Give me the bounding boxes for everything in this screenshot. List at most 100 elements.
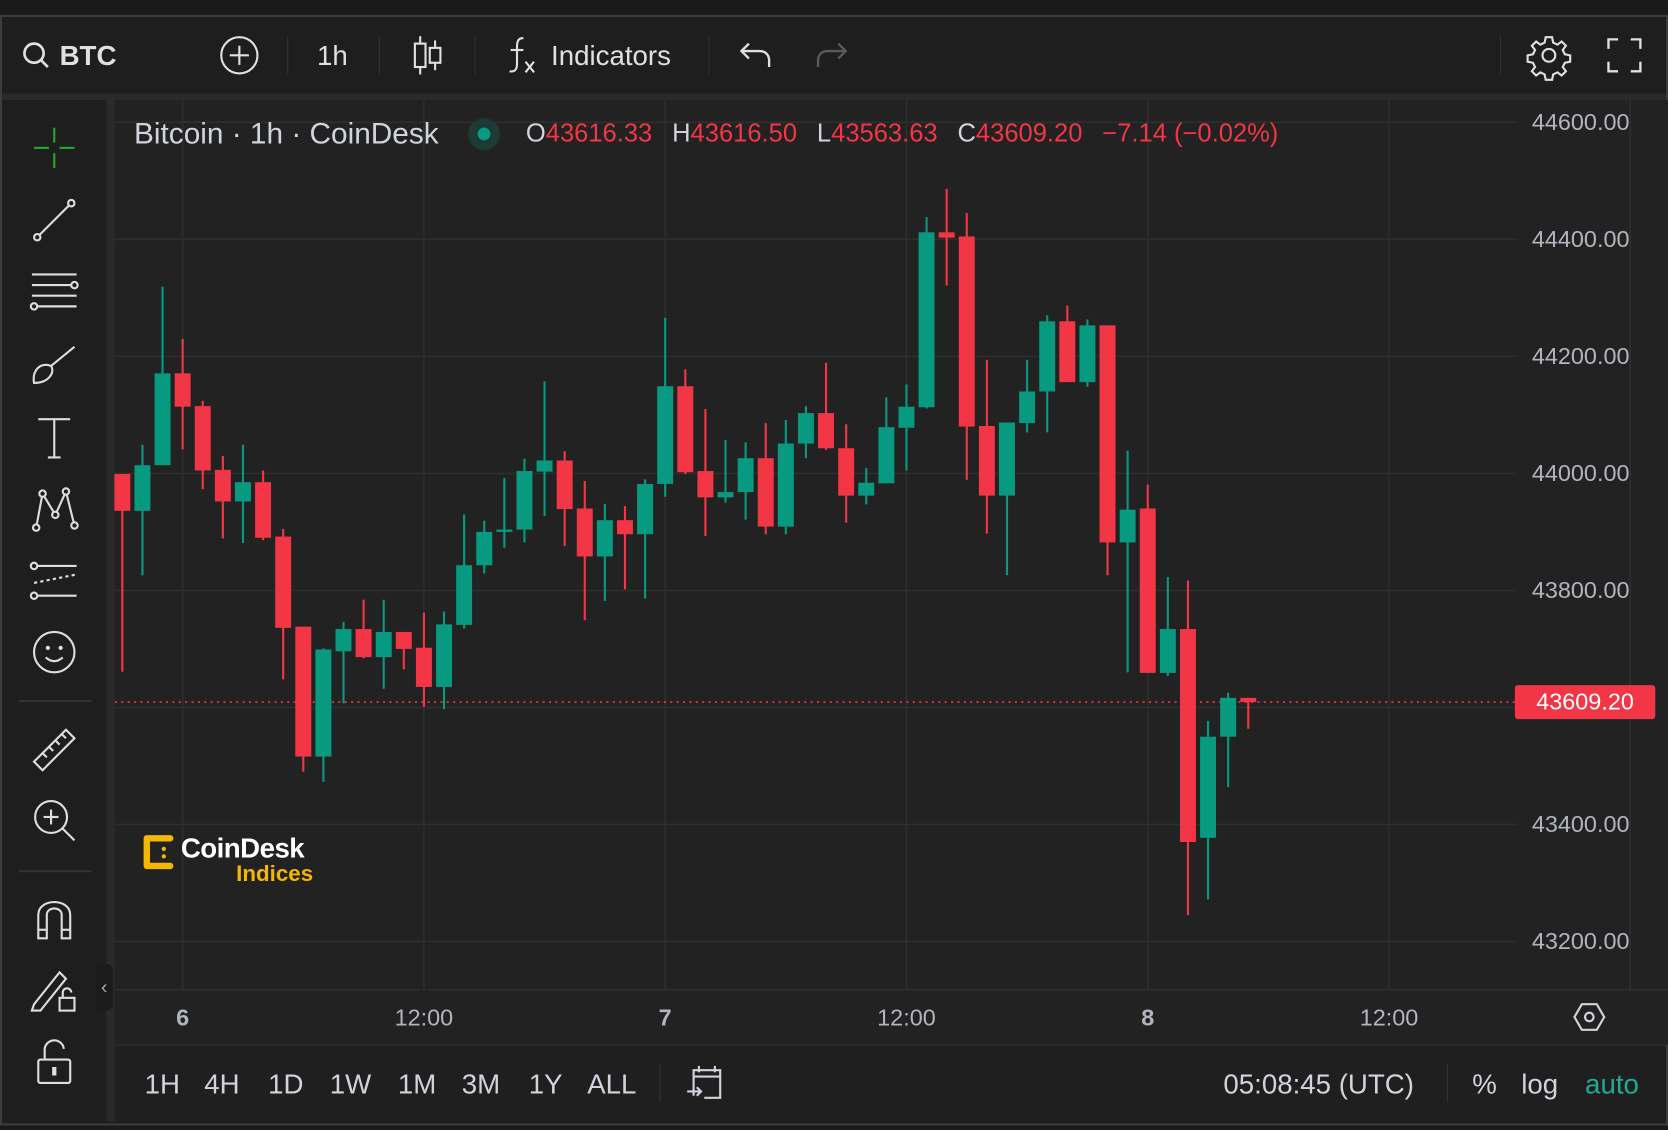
candle-down	[415, 647, 432, 687]
candle-down	[214, 469, 231, 502]
candle-down	[1059, 321, 1076, 383]
brush-tool[interactable]	[28, 338, 81, 391]
undo-button[interactable]	[738, 17, 772, 94]
range-button-4h[interactable]: 4H	[204, 1068, 240, 1100]
time-axis[interactable]	[114, 989, 1668, 1044]
separator	[1446, 1063, 1448, 1103]
symbol-search-button[interactable]: BTC	[21, 17, 116, 94]
range-button-1m[interactable]: 1M	[397, 1068, 437, 1100]
candle-up	[918, 232, 935, 408]
range-button-1y[interactable]: 1Y	[528, 1068, 563, 1100]
candle-down	[275, 536, 292, 628]
pattern-icon	[31, 487, 79, 532]
emoji-tool[interactable]	[28, 626, 81, 679]
candle-down	[174, 373, 191, 407]
magnet-tool[interactable]	[28, 891, 81, 944]
indicators-button[interactable]: Indicators	[504, 17, 671, 94]
go-to-date-button[interactable]	[685, 1064, 723, 1108]
logo-text: CoinDesk	[180, 831, 305, 864]
candle-up	[456, 565, 473, 625]
collapse-toolbar-button[interactable]: ‹	[95, 963, 113, 1011]
range-button-all[interactable]: ALL	[587, 1068, 637, 1100]
candle-up	[777, 443, 794, 527]
candle-up	[516, 471, 533, 530]
candle-up	[1019, 391, 1036, 424]
forecast-tool[interactable]	[28, 555, 81, 608]
log-scale-toggle[interactable]: log	[1521, 1068, 1559, 1100]
fib-lines-tool[interactable]	[28, 266, 81, 319]
calendar-goto-icon	[687, 1065, 722, 1099]
separator	[19, 870, 92, 873]
emoji-icon	[32, 630, 76, 674]
candle-down	[757, 458, 774, 527]
candle-up	[476, 531, 493, 566]
redo-button[interactable]	[815, 17, 849, 94]
chart-pane[interactable]	[114, 99, 1668, 1045]
chart-type-button[interactable]	[411, 17, 445, 94]
range-button-1d[interactable]: 1D	[268, 1068, 304, 1100]
separator	[474, 36, 476, 75]
percent-scale-toggle[interactable]: %	[1472, 1068, 1497, 1100]
candle-down	[255, 482, 272, 538]
auto-scale-toggle[interactable]: auto	[1585, 1068, 1639, 1100]
zoom-in-tool[interactable]	[28, 794, 81, 847]
candle-down	[1139, 508, 1156, 673]
lock-drawings-tool[interactable]	[28, 964, 81, 1017]
candle-down	[938, 232, 955, 238]
utc-clock[interactable]: 05:08:45 (UTC)	[1223, 1068, 1414, 1100]
candle-up	[596, 520, 613, 557]
price-axis-label: 44200.00	[1531, 342, 1630, 370]
pattern-tool[interactable]	[28, 483, 81, 536]
settings-button[interactable]	[1526, 17, 1572, 94]
current-price-label: 43609.20	[1514, 685, 1656, 720]
high-value: 43616.50	[690, 119, 798, 148]
coindesk-mark-icon	[143, 835, 174, 870]
low-value: 43563.63	[831, 119, 938, 148]
candle-up	[1159, 629, 1176, 673]
candle-up	[1039, 321, 1056, 392]
price-axis-label: 44000.00	[1531, 459, 1630, 487]
separator	[1499, 36, 1502, 75]
market-status-indicator[interactable]	[468, 118, 501, 150]
trend-line-tool[interactable]	[28, 194, 81, 247]
undo-icon	[739, 42, 771, 68]
trend-line-icon	[32, 198, 76, 242]
candle-down	[1099, 325, 1116, 543]
candle-up	[375, 631, 392, 658]
fib-lines-icon	[29, 273, 79, 311]
brush-icon	[32, 345, 76, 385]
gear-icon	[1526, 36, 1572, 81]
price-axis-label: 43200.00	[1531, 927, 1630, 955]
candle-down	[617, 520, 633, 535]
open-value: 43616.33	[545, 119, 653, 148]
candle-up	[315, 649, 332, 757]
crosshair-tool[interactable]	[28, 121, 81, 174]
fullscreen-button[interactable]	[1606, 17, 1642, 94]
separator	[19, 699, 92, 703]
hexagon-settings-icon	[1573, 1003, 1606, 1031]
candle-down	[395, 631, 412, 649]
symbol-label: BTC	[59, 38, 117, 71]
bottom-toolbar	[114, 1044, 1666, 1123]
candle-up	[797, 413, 814, 444]
candle-up	[1119, 509, 1136, 543]
lock-tool[interactable]	[28, 1036, 81, 1089]
top-toolbar	[2, 17, 1666, 94]
time-axis-label: 12:00	[394, 1004, 454, 1031]
search-icon	[23, 42, 49, 68]
range-button-1w[interactable]: 1W	[329, 1068, 372, 1100]
separator	[708, 36, 710, 75]
interval-button[interactable]: 1h	[317, 17, 348, 94]
time-axis-label: 12:00	[1359, 1004, 1419, 1031]
candle-up	[1220, 697, 1237, 737]
candle-down	[1179, 629, 1196, 842]
compare-button[interactable]	[219, 17, 259, 94]
price-axis-label: 44600.00	[1531, 108, 1630, 136]
candle-up	[999, 422, 1015, 496]
range-button-3m[interactable]: 3M	[461, 1068, 501, 1100]
range-button-1h[interactable]: 1H	[144, 1068, 181, 1100]
axis-settings-button[interactable]	[1572, 1000, 1606, 1039]
text-tool[interactable]	[28, 411, 81, 464]
ruler-tool[interactable]	[28, 723, 81, 776]
